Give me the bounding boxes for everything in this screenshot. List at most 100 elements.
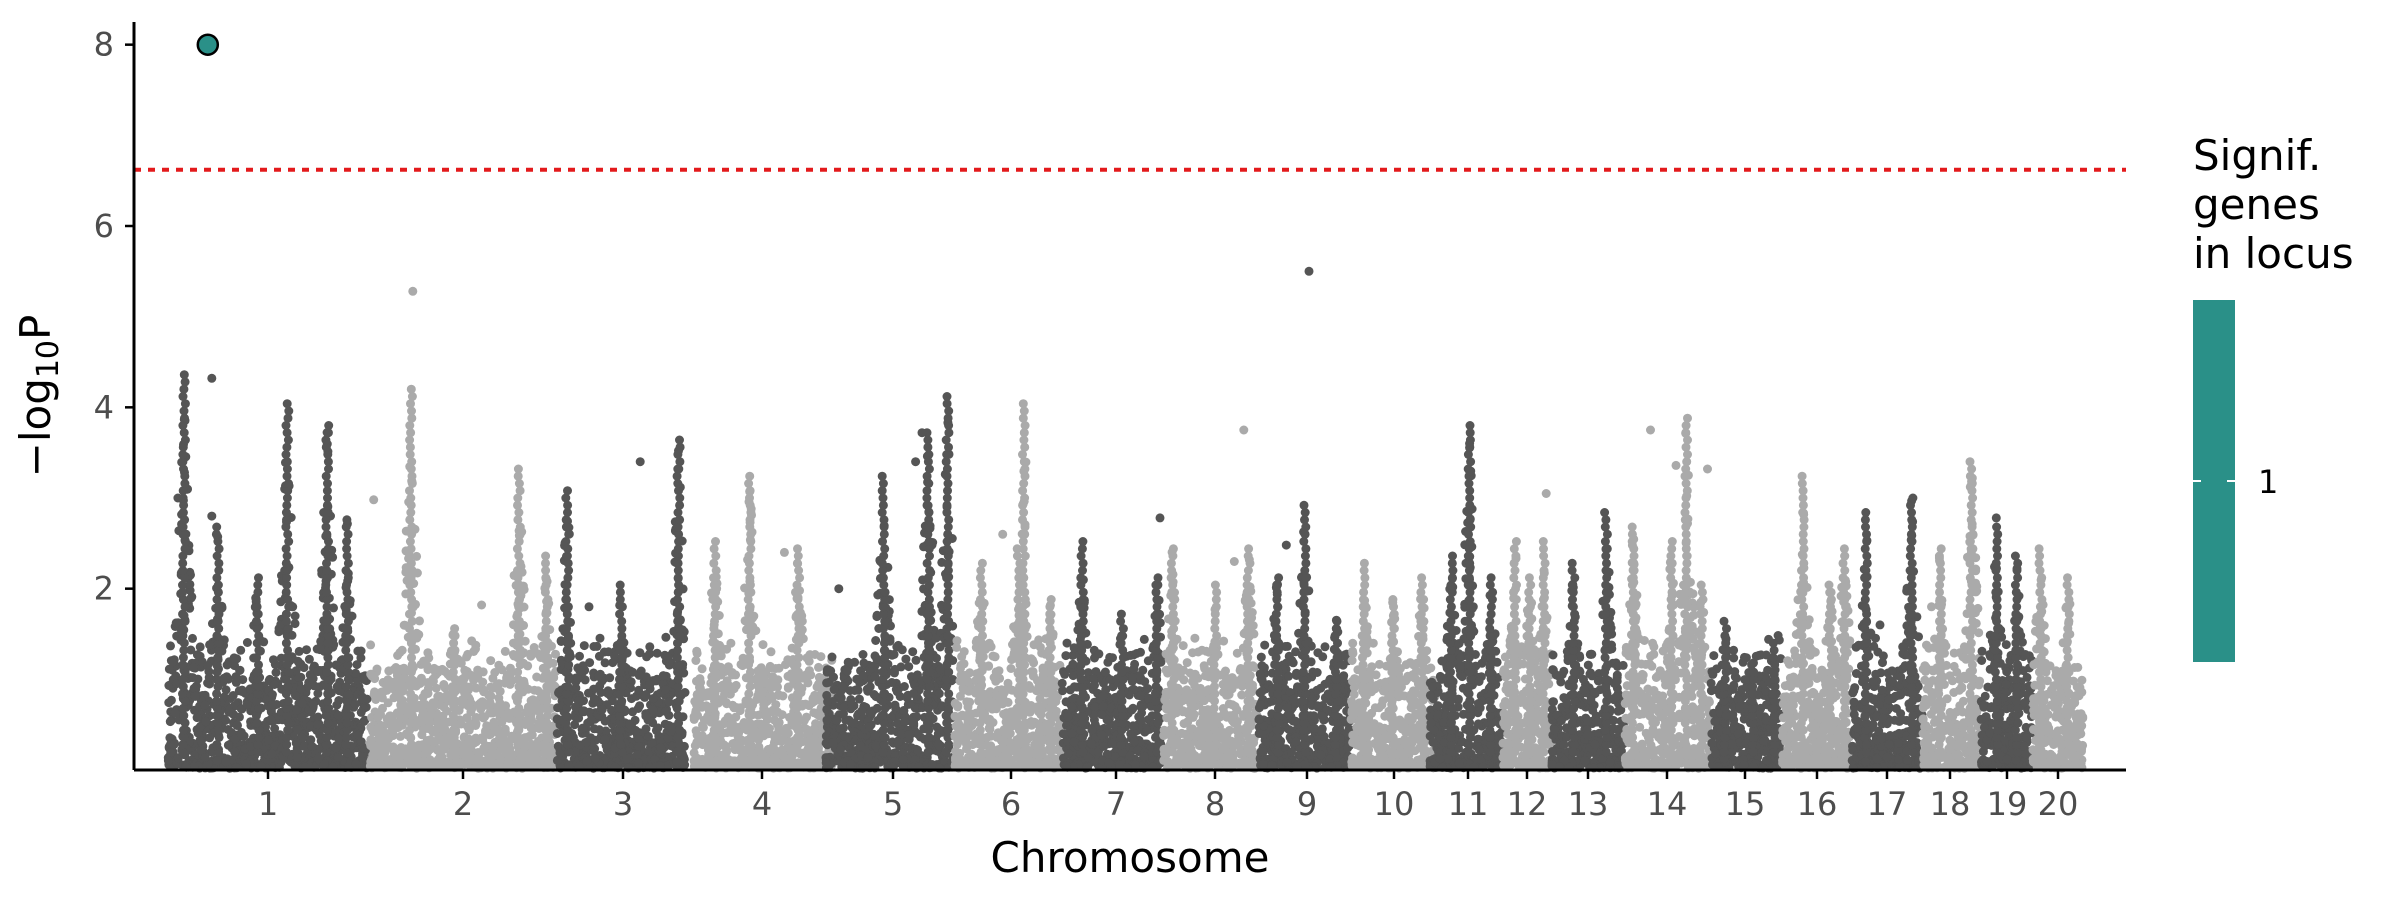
snp-point: [319, 759, 329, 769]
snp-point: [188, 633, 197, 643]
snp-point: [471, 719, 481, 729]
snp-point: [212, 703, 222, 713]
snp-point: [178, 660, 188, 670]
snp-point: [254, 732, 264, 742]
snp-point: [282, 653, 292, 663]
snp-point: [786, 752, 796, 762]
snp-point: [178, 653, 188, 663]
snp-point: [332, 682, 342, 692]
snp-point: [178, 609, 188, 619]
snp-point: [178, 631, 188, 641]
snp-outlier-point: [207, 373, 217, 383]
snp-point: [178, 508, 188, 517]
snp-point: [169, 739, 179, 749]
snp-point: [223, 740, 233, 750]
snp-point: [188, 673, 198, 683]
snp-point: [731, 722, 741, 732]
snp-point: [793, 544, 802, 554]
snp-point: [721, 697, 731, 707]
snp-point: [252, 718, 262, 728]
snp-point: [839, 731, 849, 741]
snp-point: [179, 725, 189, 735]
snp-point: [189, 663, 199, 673]
snp-point: [282, 399, 292, 409]
snp-point: [314, 753, 324, 763]
snp-point: [899, 706, 909, 715]
snp-point: [428, 674, 438, 684]
snp-outlier-point: [369, 495, 379, 505]
snp-point: [805, 650, 815, 660]
snp-point: [711, 537, 720, 546]
snp-point: [634, 758, 643, 768]
snp-point: [284, 602, 294, 612]
snp-point: [350, 699, 360, 709]
snp-point: [334, 733, 344, 743]
snp-point: [625, 719, 635, 729]
snp-point: [178, 551, 188, 561]
snp-point: [503, 758, 513, 768]
snp-point: [641, 724, 651, 734]
snp-point: [645, 642, 655, 652]
snp-point: [252, 624, 262, 634]
snp-point: [282, 551, 292, 561]
snp-point: [589, 642, 599, 651]
snp-point: [842, 666, 852, 676]
snp-point: [214, 732, 224, 742]
snp-point: [270, 724, 280, 733]
snp-point: [222, 660, 232, 670]
snp-point: [758, 758, 768, 768]
snp-point: [952, 636, 962, 646]
snp-point: [439, 680, 449, 689]
snp-point: [178, 457, 188, 467]
snp-point: [838, 682, 848, 692]
snp-point: [267, 700, 277, 710]
snp-point: [252, 602, 262, 612]
snp-point: [484, 729, 494, 739]
snp-point: [253, 747, 263, 757]
snp-point: [634, 742, 644, 751]
snp-point: [848, 718, 858, 728]
snp-point: [281, 689, 291, 699]
snp-point: [253, 674, 263, 684]
snp-point: [230, 747, 240, 757]
snp-point: [783, 728, 793, 738]
snp-point: [839, 702, 849, 712]
snp-point: [809, 734, 819, 744]
snp-point: [290, 611, 300, 621]
snp-point: [766, 647, 776, 657]
snp-point: [264, 735, 273, 745]
snp-point: [213, 682, 223, 692]
snp-point: [252, 616, 261, 626]
snp-point: [179, 711, 189, 721]
snp-point: [897, 645, 907, 655]
snp-point: [185, 579, 195, 589]
snp-point: [495, 739, 505, 749]
snp-point: [178, 624, 188, 634]
snp-point: [313, 720, 322, 729]
snp-point: [302, 645, 311, 655]
snp-point: [223, 725, 233, 734]
snp-point: [435, 700, 445, 710]
snp-point: [719, 719, 729, 729]
snp-point: [456, 758, 466, 768]
snp-point: [529, 685, 539, 695]
snp-point: [282, 732, 292, 742]
snp-point: [526, 748, 536, 758]
snp-point: [267, 749, 277, 759]
snp-point: [909, 688, 919, 698]
snp-point: [651, 676, 661, 686]
snp-point: [552, 729, 562, 738]
snp-point: [415, 676, 425, 686]
snp-point: [180, 718, 190, 728]
snp-point: [575, 651, 584, 661]
snp-point: [180, 435, 190, 445]
snp-point: [178, 747, 188, 757]
snp-point: [178, 674, 188, 684]
snp-point: [388, 726, 398, 736]
snp-point: [283, 696, 293, 706]
snp-outlier-point: [408, 286, 418, 296]
snp-point: [283, 645, 293, 655]
snp-point: [282, 573, 292, 583]
snp-point: [422, 748, 432, 758]
